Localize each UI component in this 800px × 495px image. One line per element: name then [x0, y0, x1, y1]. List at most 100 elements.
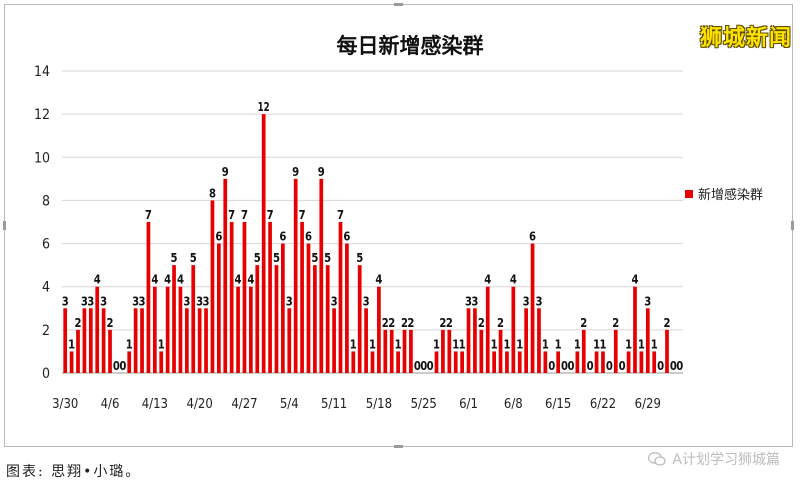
data-label: 3 [100, 293, 107, 308]
data-label: 0 [119, 358, 126, 373]
x-tick-label: 4/13 [142, 397, 168, 412]
data-label: 2 [612, 315, 619, 330]
bar [601, 351, 605, 373]
data-label: 0 [113, 358, 120, 373]
data-label: 5 [324, 250, 331, 265]
legend-label: 新增感染群 [698, 188, 764, 203]
x-tick-label: 6/22 [590, 397, 616, 412]
bar [313, 265, 317, 373]
bar [229, 222, 234, 373]
data-label: 1 [516, 336, 523, 351]
bar [197, 308, 202, 373]
bar [281, 243, 285, 373]
resize-handle-left[interactable] [3, 221, 6, 230]
bar [492, 351, 496, 373]
bar [498, 329, 503, 373]
data-label: 3 [286, 293, 293, 308]
bar [357, 265, 362, 373]
x-tick-label: 6/15 [545, 397, 571, 412]
data-label: 3 [132, 293, 139, 308]
data-label: 0 [670, 358, 677, 373]
bar [261, 114, 266, 374]
data-label: 6 [215, 229, 222, 244]
data-label: 2 [580, 315, 587, 330]
bar [389, 329, 394, 373]
data-label: 0 [587, 358, 594, 373]
data-label: 3 [535, 293, 542, 308]
bar [517, 351, 522, 373]
data-label: 3 [139, 293, 146, 308]
bar [101, 308, 106, 373]
bar [319, 178, 324, 373]
watermark-logo: 狮城新闻 [699, 26, 792, 51]
bar [127, 351, 132, 373]
data-label: 1 [158, 336, 165, 351]
data-label: 5 [190, 250, 197, 265]
bar [626, 351, 631, 373]
bar [95, 286, 100, 373]
bar [645, 308, 650, 373]
y-tick-label: 12 [34, 107, 50, 123]
wechat-account: A计划学习狮城篇 [648, 449, 780, 469]
bar [453, 351, 458, 373]
data-label: 9 [222, 164, 229, 179]
data-label: 3 [471, 293, 478, 308]
data-label: 5 [356, 250, 363, 265]
bar [524, 308, 529, 373]
data-label: 1 [599, 336, 606, 351]
bar [140, 308, 144, 373]
data-label: 7 [267, 207, 274, 222]
chart-legend: 新增感染群 [685, 184, 763, 203]
bar [665, 329, 669, 373]
data-label: 1 [369, 336, 376, 351]
y-tick-label: 8 [42, 193, 50, 209]
data-label: 1 [395, 336, 402, 351]
x-tick-label: 5/11 [321, 397, 347, 412]
wechat-account-name: A计划学习狮城篇 [672, 452, 780, 468]
data-label: 3 [465, 293, 472, 308]
bar [82, 308, 87, 373]
data-label: 2 [663, 315, 670, 330]
bar [402, 329, 407, 373]
bar [377, 286, 381, 373]
bar [133, 308, 138, 373]
data-label: 12 [258, 99, 270, 114]
bar [268, 222, 272, 373]
y-tick-label: 6 [42, 237, 50, 253]
data-label: 1 [452, 336, 459, 351]
bar [447, 329, 452, 373]
resize-handle-bottom[interactable] [394, 445, 403, 448]
data-label: 3 [331, 293, 338, 308]
data-label: 1 [593, 336, 600, 351]
data-label: 1 [68, 336, 75, 351]
bar [441, 329, 445, 373]
bar [383, 329, 388, 373]
bar [537, 308, 541, 373]
legend-swatch [685, 189, 693, 198]
y-tick-label: 14 [34, 64, 50, 80]
x-tick-label: 6/1 [459, 397, 478, 412]
data-label: 4 [510, 272, 517, 287]
bar [511, 286, 516, 373]
resize-handle-right[interactable] [791, 221, 794, 230]
x-tick-label: 4/20 [187, 397, 213, 412]
bar [76, 329, 80, 373]
bar [63, 308, 68, 373]
data-label: 1 [574, 336, 581, 351]
bar [485, 286, 490, 373]
bar [242, 222, 247, 373]
data-label: 2 [497, 315, 504, 330]
data-label: 6 [279, 229, 286, 244]
bar [505, 351, 509, 373]
data-label: 7 [299, 207, 306, 222]
bar [108, 329, 112, 373]
data-label: 3 [523, 293, 530, 308]
bar [306, 243, 311, 373]
resize-handle-top[interactable] [394, 3, 403, 6]
data-label: 7 [337, 207, 344, 222]
y-tick-label: 10 [34, 150, 50, 166]
x-tick-label: 4/27 [231, 397, 257, 412]
bar [409, 329, 413, 373]
data-label: 6 [529, 229, 536, 244]
bar [633, 286, 637, 373]
